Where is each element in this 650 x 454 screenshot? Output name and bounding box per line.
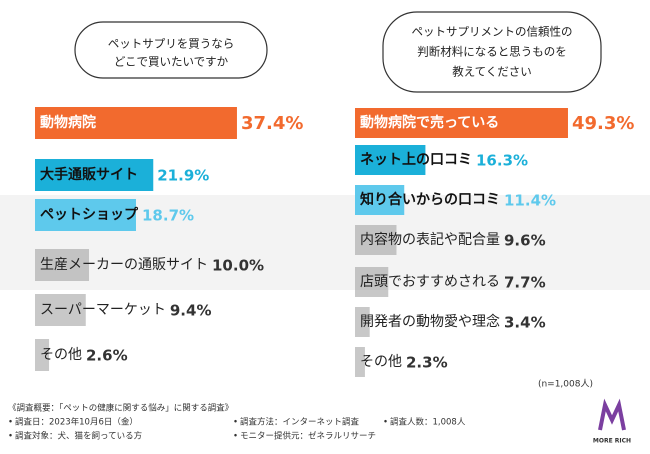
value-label: 37.4% (241, 113, 303, 134)
footer-item: 調査対象：犬、猫を飼っている方 (15, 431, 142, 442)
question-text: ペットサプリメントの信頼性の (412, 25, 573, 39)
question-text: 判断材料になると思うものを (417, 45, 567, 59)
question-text: ペットサプリを買うなら (108, 37, 235, 51)
logo-mark (598, 398, 626, 431)
footer-item: 調査方法：インターネット調査 (240, 417, 360, 428)
category-label: スーパーマーケット (40, 302, 166, 318)
value-label: 10.0% (212, 257, 264, 275)
bar (35, 107, 237, 139)
bar (355, 185, 405, 215)
value-label: 18.7% (142, 207, 194, 225)
value-label: 3.4% (504, 314, 546, 332)
bar (355, 347, 365, 377)
bar (355, 108, 568, 138)
value-label: 2.6% (86, 347, 128, 365)
value-label: 16.3% (476, 152, 528, 170)
bullet: • (233, 432, 238, 442)
question-bubble (74, 21, 268, 79)
bar (355, 225, 397, 255)
category-label: 知り合いからの口コミ (360, 191, 500, 208)
category-label: ペットショップ (40, 207, 139, 223)
value-label: 9.6% (504, 232, 546, 250)
value-label: 2.3% (406, 354, 448, 372)
question-bubble (382, 11, 602, 93)
bar (35, 159, 154, 191)
category-label: その他 (360, 354, 402, 370)
value-label: 9.4% (170, 302, 212, 320)
category-label: 動物病院で売っている (360, 114, 499, 131)
logo-text: MORE RICH (593, 438, 631, 445)
bar (355, 307, 370, 337)
footer-item: 調査日：2023年10月6日（金） (15, 417, 138, 428)
bar (35, 339, 50, 371)
value-label: 21.9% (157, 167, 209, 185)
question-text: どこで買いたいですか (114, 55, 229, 69)
category-label: 内容物の表記や配合量 (360, 231, 500, 248)
bullet: • (8, 418, 13, 428)
category-label: 開発者の動物愛や理念 (360, 313, 500, 330)
footer-item: 調査人数：1,008人 (390, 417, 466, 428)
bar (355, 267, 389, 297)
footer-item: モニター提供元：ゼネラルリサーチ (240, 431, 376, 442)
footer-heading: 《調査概要：「ペットの健康に関する悩み」に関する調査》 (8, 403, 233, 414)
category-label: 大手通販サイト (40, 166, 138, 183)
category-label: 生産メーカーの通販サイト (40, 257, 208, 273)
category-label: 動物病院 (40, 114, 96, 131)
category-label: その他 (40, 347, 82, 363)
bullet: • (383, 418, 388, 428)
value-label: 7.7% (504, 274, 546, 292)
category-label: ネット上の口コミ (360, 152, 472, 168)
bullet: • (233, 418, 238, 428)
bar (35, 294, 86, 326)
bar (35, 249, 89, 281)
value-label: 49.3% (572, 113, 634, 134)
bar (355, 145, 426, 175)
question-text: 教えてください (452, 65, 532, 79)
category-label: 店頭でおすすめされる (360, 274, 500, 290)
sample-note: (n=1,008人) (538, 379, 593, 390)
bar (35, 199, 136, 231)
bullet: • (8, 432, 13, 442)
value-label: 11.4% (504, 192, 556, 210)
